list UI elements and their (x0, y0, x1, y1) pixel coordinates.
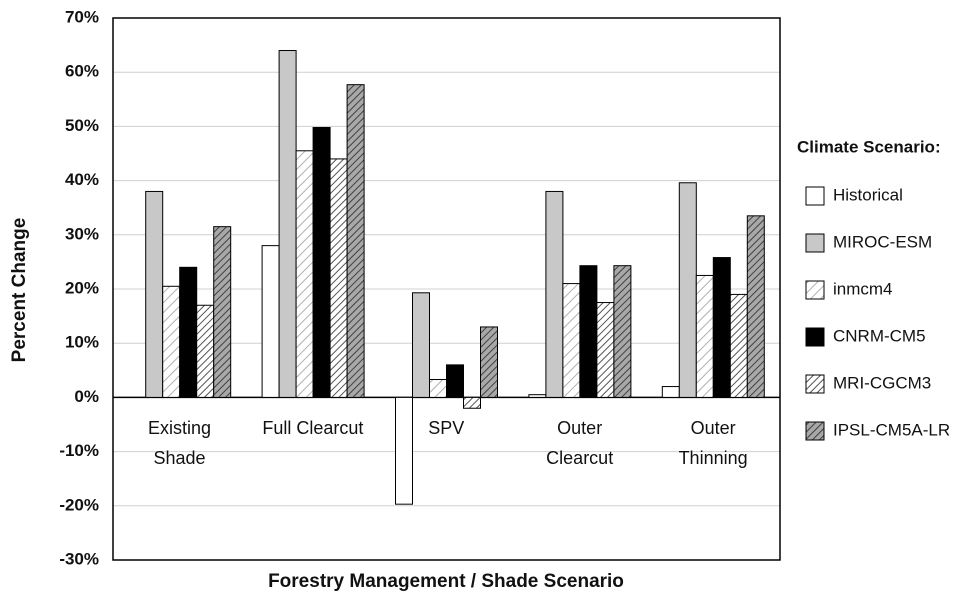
bar (695, 274, 714, 398)
bar (579, 265, 598, 398)
bar (196, 304, 215, 398)
bar (179, 266, 198, 398)
legend-label: IPSL-CM5A-LR (833, 420, 950, 439)
x-tick-label: Existing Shade (147, 418, 212, 468)
bar (446, 364, 464, 398)
legend-swatch (805, 186, 825, 206)
y-tick-label: 60% (65, 62, 99, 81)
bar (329, 158, 348, 398)
y-tick-label: -30% (59, 549, 99, 568)
bar (562, 283, 581, 398)
y-tick-label: 20% (65, 278, 99, 297)
legend-title: Climate Scenario: (797, 137, 941, 156)
bar (729, 293, 748, 398)
bar (213, 226, 232, 398)
bar (545, 190, 564, 398)
bar (613, 265, 632, 398)
bar (528, 394, 547, 398)
legend-label: Historical (833, 185, 903, 204)
bar (145, 190, 164, 398)
legend-swatch (805, 327, 825, 347)
legend-swatch (805, 233, 825, 253)
legend-swatch (805, 280, 825, 300)
legend-swatch (805, 374, 825, 394)
bar (261, 245, 280, 398)
y-tick-label: 30% (65, 224, 99, 243)
bar (712, 257, 731, 398)
bar (596, 302, 615, 398)
y-tick-label: -10% (59, 441, 99, 460)
y-tick-label: 50% (65, 116, 99, 135)
x-axis-title: Forestry Management / Shade Scenario (268, 571, 624, 592)
bar (312, 126, 331, 398)
bar (429, 379, 447, 398)
x-tick-label: Outer Clearcut (546, 418, 614, 468)
bar (395, 396, 413, 505)
bar (412, 292, 430, 398)
legend-label: CNRM-CM5 (833, 326, 926, 345)
y-tick-label: 0% (74, 387, 99, 406)
x-tick-label: SPV (428, 418, 465, 438)
y-tick-label: 70% (65, 7, 99, 26)
y-tick-label: 10% (65, 333, 99, 352)
bar (278, 50, 297, 398)
legend-label: MIROC-ESM (833, 232, 932, 251)
legend-swatch (805, 421, 825, 441)
y-tick-label: 40% (65, 170, 99, 189)
y-axis-title: Percent Change (9, 218, 30, 363)
bar (463, 396, 481, 409)
bar (295, 150, 314, 398)
bar (746, 215, 765, 398)
bar (162, 285, 181, 398)
y-tick-label: -20% (59, 495, 99, 514)
x-tick-label: Full Clearcut (262, 418, 364, 438)
plot-border (112, 17, 781, 561)
bar (678, 182, 697, 398)
legend-label: MRI-CGCM3 (833, 373, 931, 392)
x-tick-label: Outer Thinning (678, 418, 748, 468)
bar (346, 84, 365, 398)
bar (480, 326, 498, 398)
legend-label: inmcm4 (833, 279, 893, 298)
bar (661, 386, 680, 398)
